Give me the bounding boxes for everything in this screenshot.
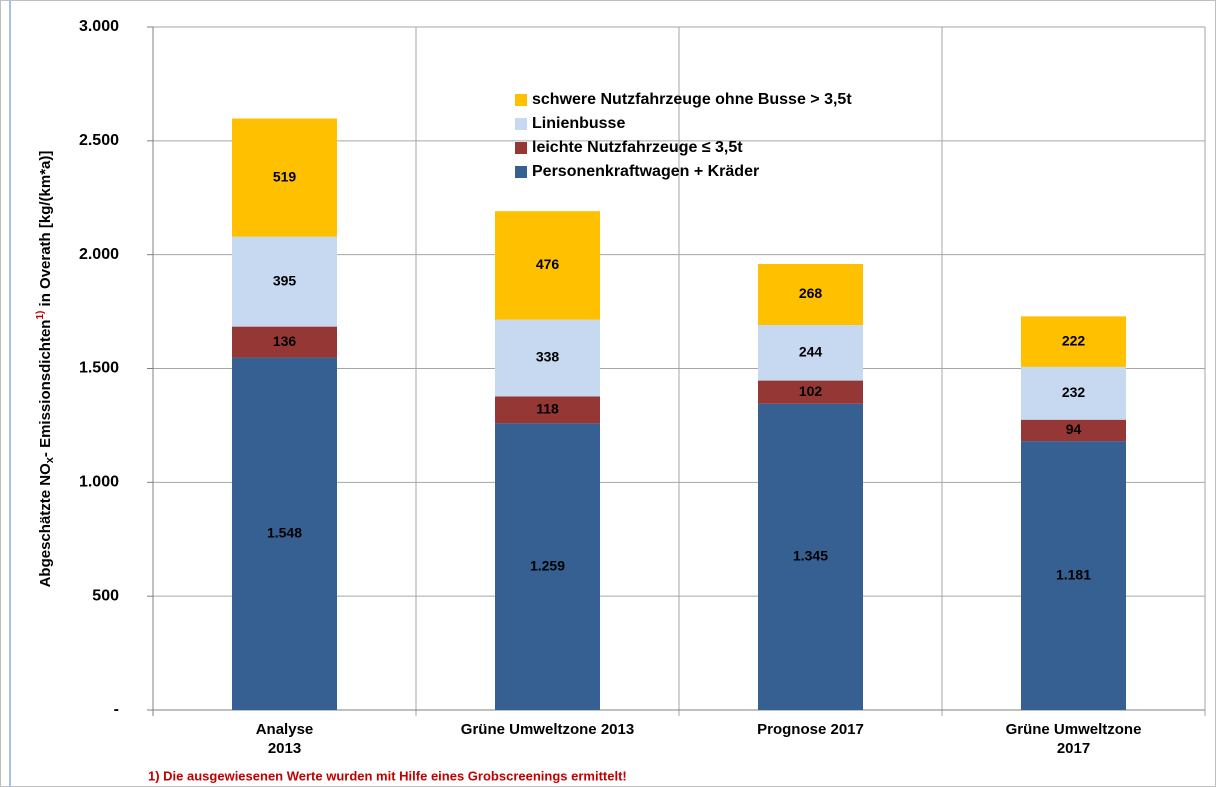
value-label: 1.259 bbox=[530, 557, 565, 573]
y-tick-label: 2.500 bbox=[79, 132, 119, 149]
y-label-part: - Emissionsdichten bbox=[37, 320, 54, 458]
legend-label: Personenkraftwagen + Kräder bbox=[532, 163, 759, 180]
y-tick-label: - bbox=[114, 701, 119, 718]
legend-swatch bbox=[515, 166, 527, 178]
bar-segment bbox=[495, 423, 600, 710]
bar-segment bbox=[232, 326, 337, 358]
y-tick-label: 3.000 bbox=[79, 18, 119, 35]
y-label-sup: 1) bbox=[35, 311, 46, 320]
value-label: 222 bbox=[1062, 332, 1086, 348]
bar-segment bbox=[495, 211, 600, 320]
bar-segment bbox=[758, 264, 863, 326]
legend-label: leichte Nutzfahrzeuge ≤ 3,5t bbox=[532, 139, 743, 156]
value-label: 395 bbox=[273, 272, 297, 288]
x-tick-label: Analyse 2013 bbox=[256, 721, 314, 757]
legend-swatch bbox=[515, 118, 527, 130]
legend-swatch bbox=[515, 142, 527, 154]
legend-label: Linienbusse bbox=[532, 115, 625, 132]
y-label-part: in Overath [kg/(km*a)] bbox=[37, 151, 54, 311]
bar-segment bbox=[758, 403, 863, 710]
x-tick-label: Grüne Umweltzone 2017 bbox=[1006, 721, 1142, 757]
bar-segment bbox=[1021, 419, 1126, 442]
value-label: 136 bbox=[273, 333, 297, 349]
bar-segment bbox=[232, 357, 337, 710]
legend-label: schwere Nutzfahrzeuge ohne Busse > 3,5t bbox=[532, 91, 852, 108]
bar-segment bbox=[495, 319, 600, 397]
value-label: 244 bbox=[799, 343, 823, 359]
bar-segment bbox=[1021, 316, 1126, 367]
bar-segment bbox=[232, 118, 337, 237]
value-label: 476 bbox=[536, 256, 560, 272]
value-label: 1.181 bbox=[1056, 566, 1091, 582]
value-label: 102 bbox=[799, 383, 823, 399]
y-label-sub: x bbox=[44, 456, 56, 463]
value-label: 118 bbox=[536, 401, 559, 417]
value-label: 232 bbox=[1062, 384, 1086, 400]
y-tick-label: 2.000 bbox=[79, 246, 119, 263]
x-tick-label: Grüne Umweltzone 2013 bbox=[461, 721, 634, 738]
bar-segment bbox=[495, 396, 600, 424]
bar-segment bbox=[758, 380, 863, 404]
bar-segment bbox=[1021, 366, 1126, 420]
bar-segment bbox=[1021, 441, 1126, 710]
bar-segment bbox=[232, 236, 337, 327]
value-label: 519 bbox=[273, 168, 297, 184]
y-tick-label: 1.500 bbox=[79, 360, 119, 377]
y-axis-label: Abgeschätzte NOx- Emissionsdichten1) in … bbox=[35, 151, 56, 588]
y-label-part: Abgeschätzte NO bbox=[37, 463, 54, 588]
bar-segment bbox=[758, 325, 863, 381]
value-label: 1.345 bbox=[793, 548, 828, 564]
value-label: 268 bbox=[799, 285, 823, 301]
x-tick-label: Prognose 2017 bbox=[757, 721, 864, 738]
y-tick-label: 1.000 bbox=[79, 474, 119, 491]
value-label: 94 bbox=[1066, 421, 1082, 437]
value-label: 338 bbox=[536, 349, 560, 365]
legend-swatch bbox=[515, 94, 527, 106]
footnote: 1) Die ausgewiesenen Werte wurden mit Hi… bbox=[148, 768, 627, 783]
value-label: 1.548 bbox=[267, 524, 302, 540]
y-tick-label: 500 bbox=[92, 587, 119, 604]
